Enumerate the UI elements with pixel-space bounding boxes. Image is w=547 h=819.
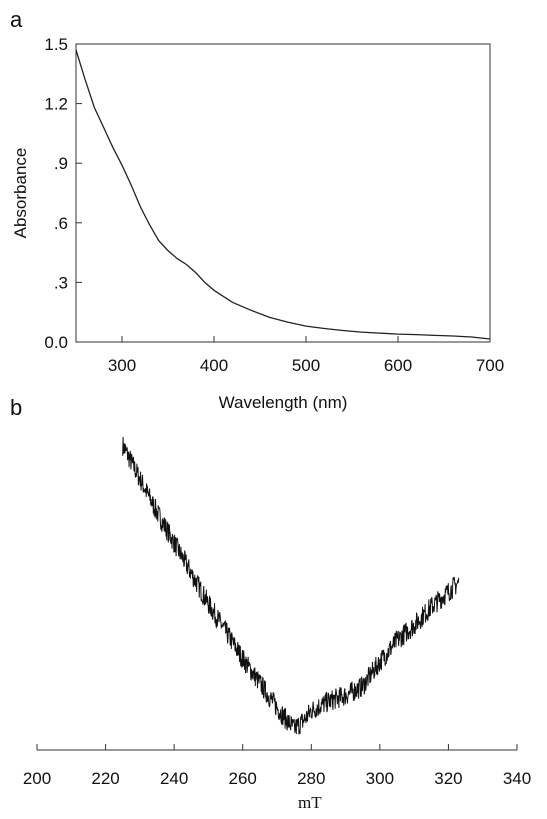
panel-b-letter: b xyxy=(10,395,22,420)
panel-b-x-tick-label: 200 xyxy=(23,769,51,788)
panel-b-x-tick-label: 280 xyxy=(297,769,325,788)
panel-a-x-tick-label: 300 xyxy=(108,356,136,375)
panel-a-letter: a xyxy=(10,7,23,32)
panel-b-x-ticks: 200 220 240 260 280 300 320 340 xyxy=(23,744,531,788)
panel-a-y-tick-label: 1.2 xyxy=(44,95,68,114)
panel-b-x-tick-label: 320 xyxy=(434,769,462,788)
panel-a-x-tick-label: 400 xyxy=(200,356,228,375)
panel-a-x-tick-label: 600 xyxy=(384,356,412,375)
panel-b-chart: 200 220 240 260 280 300 320 340 mT xyxy=(23,436,531,812)
panel-a-plot-frame xyxy=(75,43,491,343)
panel-b-x-tick-label: 340 xyxy=(503,769,531,788)
panel-b-x-tick-label: 260 xyxy=(229,769,257,788)
panel-a-y-tick-label: 1.5 xyxy=(44,35,68,54)
panel-a-series-line xyxy=(75,49,491,340)
panel-a-x-tick-label: 500 xyxy=(292,356,320,375)
panel-a-y-axis-label: Absorbance xyxy=(11,148,30,239)
panel-a-x-ticks: 300 400 500 600 700 xyxy=(108,336,504,375)
panel-a-y-ticks: 0.0 .3 .6 .9 1.2 1.5 xyxy=(44,35,82,352)
panel-b-series-line xyxy=(122,436,460,735)
panel-a-y-tick-label: 0.0 xyxy=(44,333,68,352)
panel-b-x-tick-label: 240 xyxy=(160,769,188,788)
panel-a-x-axis-label: Wavelength (nm) xyxy=(219,393,348,412)
panel-a-y-tick-label: .6 xyxy=(54,214,68,233)
panel-a-chart: 0.0 .3 .6 .9 1.2 1.5 300 400 500 600 700 Waveleng… xyxy=(11,35,504,412)
panel-a-y-tick-label: .9 xyxy=(54,154,68,173)
panel-a-x-tick-label: 700 xyxy=(476,356,504,375)
panel-a-y-tick-label: .3 xyxy=(54,273,68,292)
panel-b-x-tick-label: 300 xyxy=(366,769,394,788)
panel-b-x-axis-label: mT xyxy=(298,793,322,812)
panel-b-x-tick-label: 220 xyxy=(91,769,119,788)
